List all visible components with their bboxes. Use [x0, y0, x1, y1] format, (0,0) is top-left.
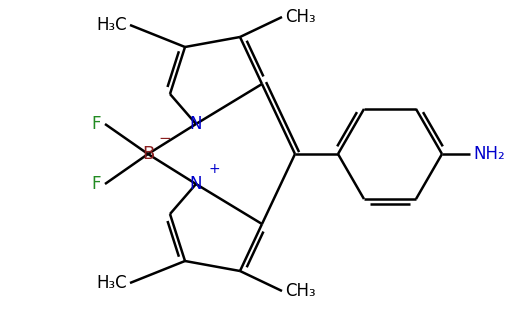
Text: CH₃: CH₃: [285, 8, 315, 26]
Text: NH₂: NH₂: [473, 145, 505, 163]
Text: −: −: [158, 131, 170, 146]
Text: H₃C: H₃C: [96, 274, 127, 292]
Text: +: +: [208, 162, 220, 176]
Text: F: F: [92, 175, 101, 193]
Text: F: F: [92, 115, 101, 133]
Text: H₃C: H₃C: [96, 16, 127, 34]
Text: N: N: [190, 175, 202, 193]
Text: CH₃: CH₃: [285, 282, 315, 300]
Text: N: N: [190, 115, 202, 133]
Text: B: B: [142, 145, 154, 163]
